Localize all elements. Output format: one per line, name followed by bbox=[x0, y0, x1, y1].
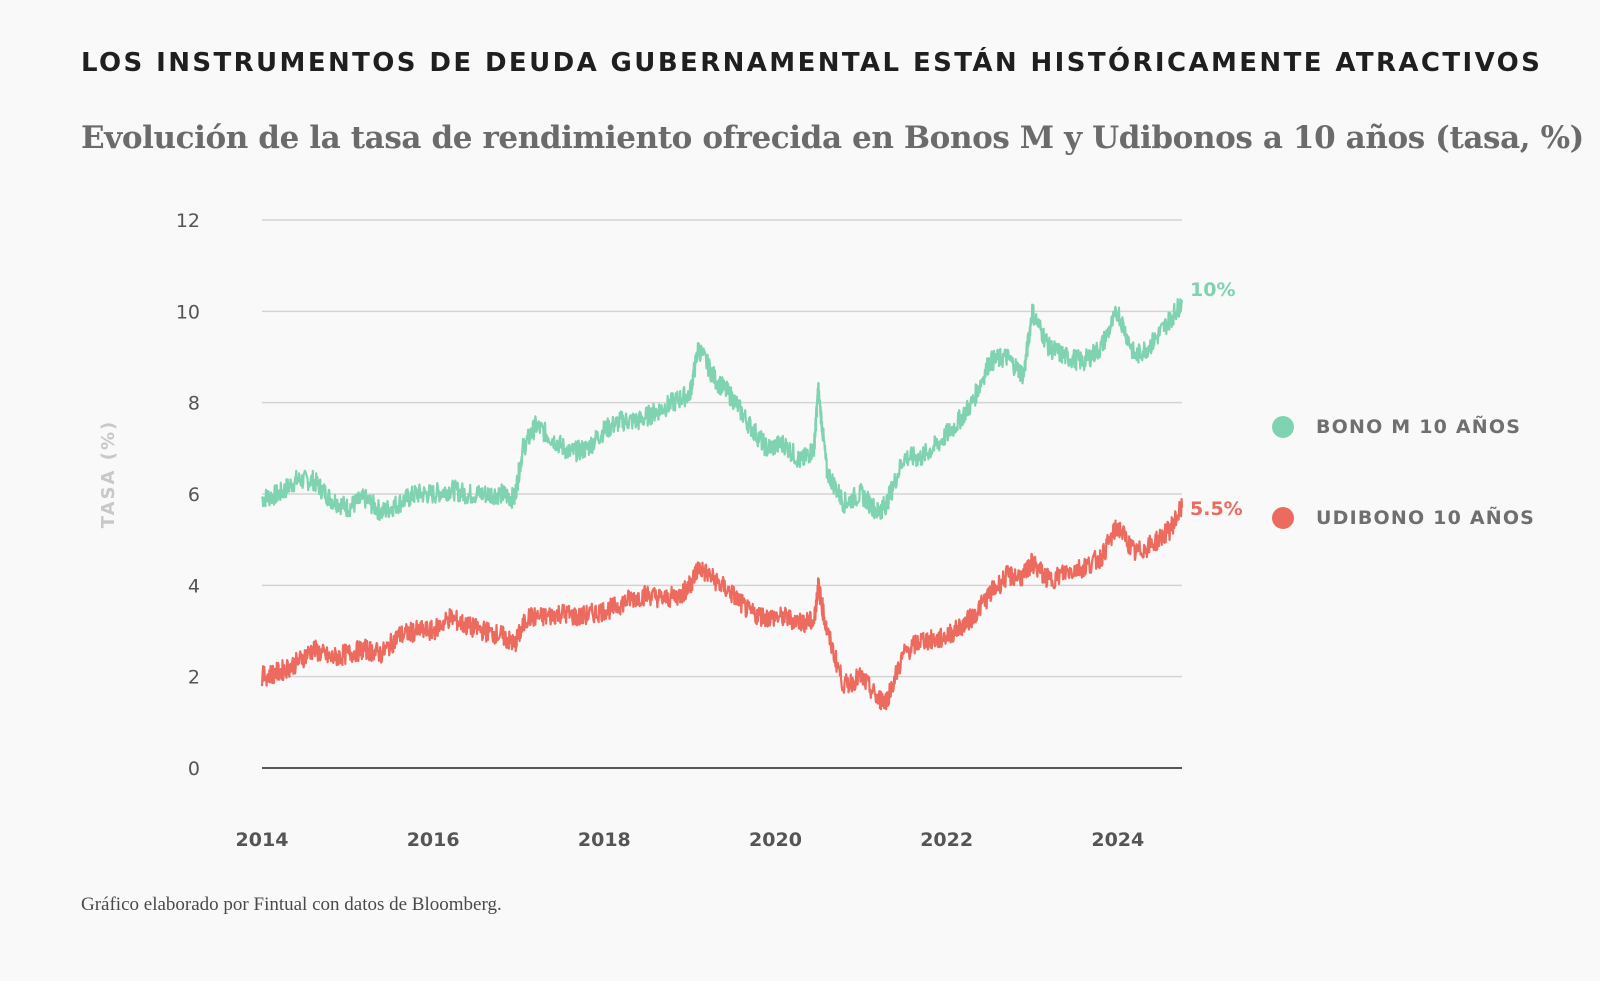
source-note: Gráfico elaborado por Fintual con datos … bbox=[81, 894, 502, 915]
legend-item-udibono[interactable]: UDIBONO 10 AÑOS bbox=[1272, 507, 1535, 529]
y-tick-label: 4 bbox=[188, 575, 200, 597]
legend-dot-icon bbox=[1272, 507, 1294, 529]
series-end-labels: 10% 5.5% bbox=[1190, 279, 1243, 520]
series-line-1 bbox=[260, 497, 1184, 711]
y-tick-label: 2 bbox=[188, 667, 200, 689]
y-tick-label: 12 bbox=[176, 210, 200, 232]
x-tick-label: 2014 bbox=[236, 829, 289, 851]
legend: UDIBONO 10 AÑOS bbox=[1272, 507, 1535, 529]
legend-label: BONO M 10 AÑOS bbox=[1316, 416, 1522, 438]
x-axis-ticks: 2014 2016 2018 2020 2022 2024 bbox=[236, 829, 1145, 851]
y-tick-label: 6 bbox=[188, 484, 200, 506]
series-line-0 bbox=[260, 298, 1184, 522]
legend-item-bono-m[interactable]: BONO M 10 AÑOS bbox=[1272, 416, 1521, 438]
x-tick-label: 2016 bbox=[407, 829, 460, 851]
chart-title: LOS INSTRUMENTOS DE DEUDA GUBERNAMENTAL … bbox=[81, 48, 1543, 78]
legend: BONO M 10 AÑOS bbox=[1272, 416, 1521, 438]
x-tick-label: 2022 bbox=[920, 829, 973, 851]
x-tick-label: 2020 bbox=[749, 829, 802, 851]
y-tick-label: 10 bbox=[176, 301, 200, 323]
series-lines bbox=[260, 298, 1184, 711]
series-end-label: 10% bbox=[1190, 279, 1235, 301]
gridlines bbox=[262, 219, 1182, 769]
legend-dot-icon bbox=[1272, 416, 1294, 438]
chart-subtitle: Evolución de la tasa de rendimiento ofre… bbox=[81, 120, 1584, 156]
legend-label: UDIBONO 10 AÑOS bbox=[1316, 507, 1536, 529]
y-tick-label: 8 bbox=[188, 393, 200, 415]
y-axis-ticks: 0 2 4 6 8 10 12 bbox=[176, 210, 200, 780]
series-end-label: 5.5% bbox=[1190, 498, 1243, 520]
x-tick-label: 2018 bbox=[578, 829, 631, 851]
y-tick-label: 0 bbox=[188, 758, 200, 780]
y-axis-label: TASA (%) bbox=[98, 420, 119, 528]
x-tick-label: 2024 bbox=[1091, 829, 1144, 851]
